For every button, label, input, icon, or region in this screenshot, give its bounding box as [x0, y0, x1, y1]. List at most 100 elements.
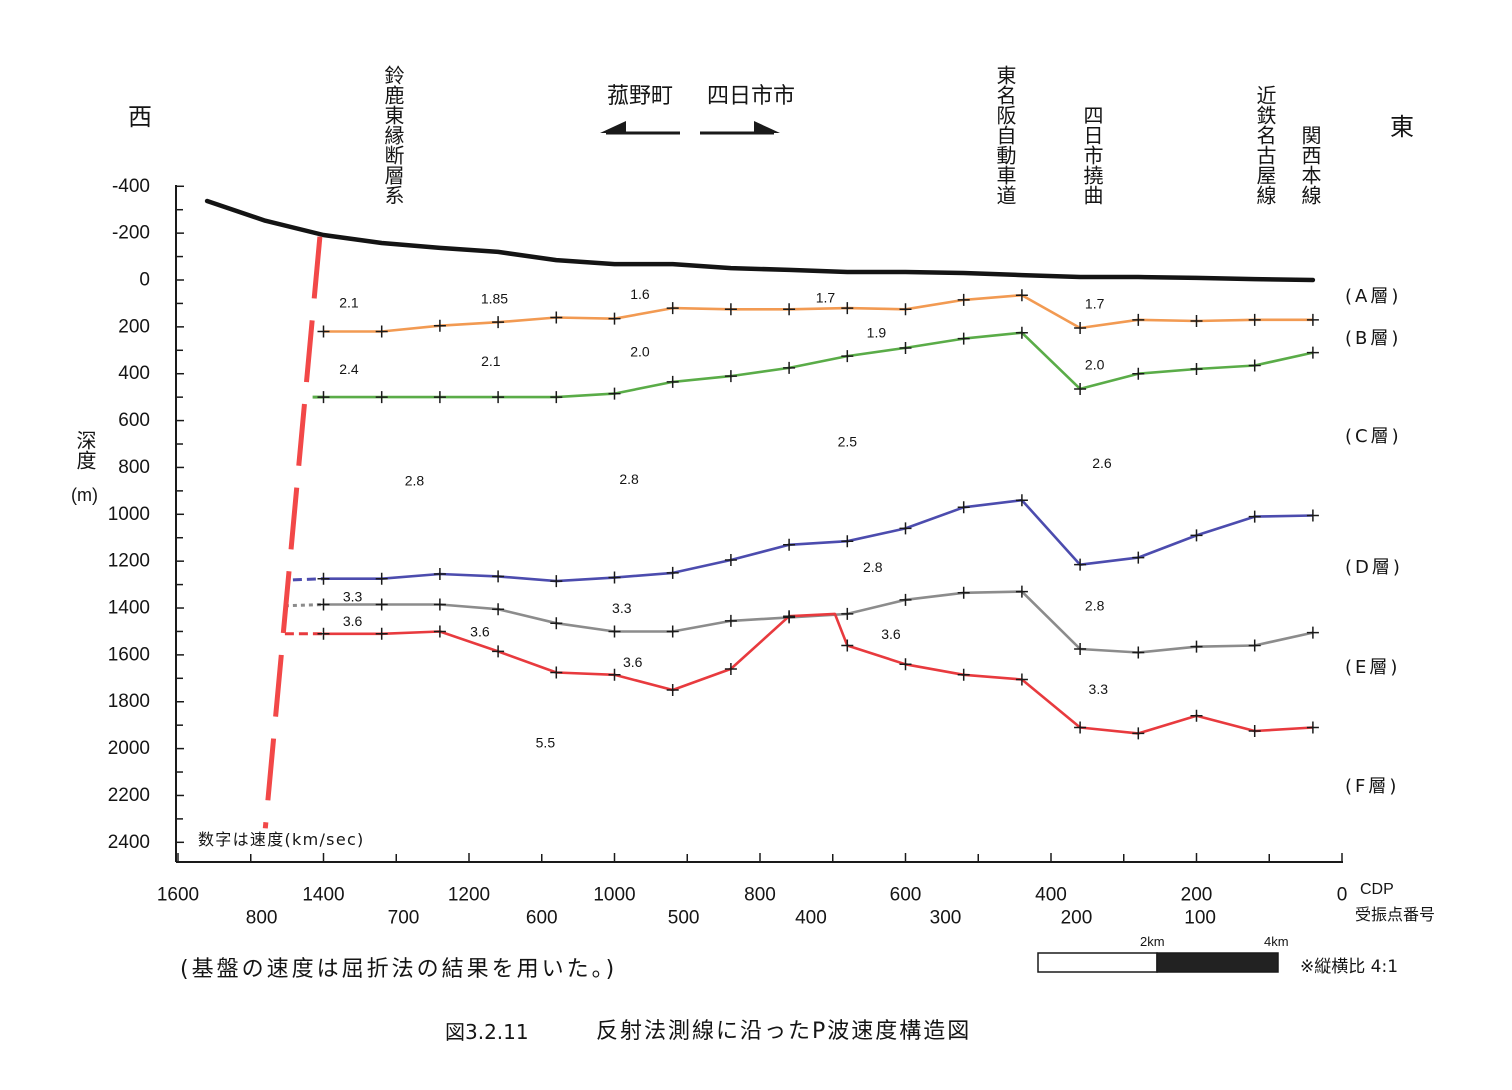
y-tick-label: 1600: [108, 644, 150, 665]
plus-marker: [1248, 510, 1261, 523]
plus-marker: [899, 658, 912, 671]
velocity-label: 1.7: [816, 290, 836, 306]
figure-number: 図3.2.11: [445, 1020, 529, 1044]
y-tick-label: 0: [139, 270, 150, 291]
plus-marker: [899, 593, 912, 606]
y-tick-label: 1400: [108, 598, 150, 619]
y-tick-label: 1800: [108, 691, 150, 712]
scale-bar-2km-label: 2km: [1140, 934, 1165, 949]
plus-marker: [783, 610, 796, 623]
plus-marker: [724, 303, 737, 316]
plus-marker: [317, 391, 330, 404]
plus-marker: [1190, 640, 1203, 653]
x-tick-label: 1400: [302, 885, 344, 906]
flexure-label: 四日市撓曲: [1080, 105, 1104, 205]
y-tick-label: 2000: [108, 738, 150, 759]
plus-marker: [1074, 322, 1087, 335]
plus-marker: [1248, 359, 1261, 372]
kansai-line-label: 関西本線: [1298, 125, 1322, 205]
y-tick-label: -200: [112, 223, 150, 244]
plus-marker: [375, 391, 388, 404]
plus-marker: [433, 598, 446, 611]
x2-tick-label: 300: [930, 908, 962, 929]
plus-marker: [1015, 289, 1028, 302]
plus-marker: [841, 607, 854, 620]
basement-velocity-note: (基盤の速度は屈折法の結果を用いた。): [180, 957, 618, 982]
x2-tick-label: 800: [246, 908, 278, 929]
aspect-ratio-note: ※縦横比 4:1: [1300, 957, 1399, 977]
plus-marker: [550, 391, 563, 404]
plus-marker: [783, 303, 796, 316]
plus-marker: [375, 627, 388, 640]
velocity-label: 2.8: [405, 472, 425, 488]
x-tick-label: 200: [1181, 885, 1213, 906]
plus-marker: [957, 332, 970, 345]
figure-caption: 反射法測線に沿ったP波速度構造図: [596, 1019, 972, 1044]
plus-marker: [841, 350, 854, 363]
velocity-label: 1.85: [481, 291, 508, 307]
y-tick-label: 2200: [108, 785, 150, 806]
layer-label-d: (D層): [1345, 557, 1403, 578]
plus-marker: [957, 586, 970, 599]
plus-marker: [666, 566, 679, 579]
x2-tick-label: 700: [388, 908, 420, 929]
velocity-labels: 2.1 1.85 1.6 1.7 1.7 1.9 2.4 2.1 2.0 2.0 2.5 2.8 2.8…: [339, 286, 1112, 751]
velocity-label: 2.8: [863, 559, 883, 575]
fault-line: [262, 236, 323, 829]
plus-marker: [1015, 585, 1028, 598]
plus-marker: [1306, 346, 1319, 359]
plus-marker: [492, 391, 505, 404]
plus-marker: [317, 325, 330, 338]
y-axis-title: 深度: [73, 430, 97, 470]
plus-marker: [783, 361, 796, 374]
x-tick-label: 800: [744, 885, 776, 906]
boundary-lead-in-4: [284, 603, 324, 608]
plus-marker: [375, 325, 388, 338]
plus-marker: [608, 668, 621, 681]
x2-tick-label: 200: [1061, 908, 1093, 929]
point-markers: [317, 289, 1319, 740]
plus-marker: [1074, 721, 1087, 734]
x2-axis-title: 受振点番号: [1355, 905, 1436, 924]
plus-marker: [1074, 558, 1087, 571]
velocity-label: 3.6: [623, 654, 643, 670]
plus-marker: [317, 598, 330, 611]
velocity-label: 1.6: [630, 286, 650, 302]
plus-marker: [1015, 494, 1028, 507]
x-tick-label: 1200: [448, 885, 490, 906]
boundary-line-2: [323, 331, 1314, 399]
plus-marker: [1132, 646, 1145, 659]
plus-marker: [608, 625, 621, 638]
boundary-line-3: [323, 498, 1313, 583]
x2-tick-label: 400: [795, 908, 827, 929]
x-tick-label: 0: [1337, 885, 1348, 906]
layer-label-a: (A層): [1345, 286, 1402, 307]
layer-label-c: (C層): [1345, 426, 1402, 447]
plus-marker: [1015, 673, 1028, 686]
layer-label-f: (F層): [1345, 776, 1400, 797]
plus-marker: [899, 522, 912, 535]
fault-system-label: 鈴鹿東縁断層系: [381, 65, 405, 205]
plus-marker: [1306, 626, 1319, 639]
expressway-label: 東名阪自動車道: [993, 65, 1017, 205]
velocity-label: 2.1: [339, 294, 359, 310]
velocity-label: 3.3: [1089, 681, 1109, 697]
y-tick-label: 2400: [108, 832, 150, 853]
velocity-label: 2.1: [481, 353, 501, 369]
velocity-label: 3.6: [343, 613, 363, 629]
x-axis-title: CDP: [1360, 881, 1394, 898]
x-tick-label: 400: [1035, 885, 1067, 906]
scale-bar-white-segment: [1037, 952, 1158, 973]
plus-marker: [666, 302, 679, 315]
x2-tick-label: 600: [526, 908, 558, 929]
plus-marker: [1074, 382, 1087, 395]
velocity-label: 5.5: [536, 735, 556, 751]
axis-tick-labels: -400-20002004006008001000120014001600180…: [108, 176, 1348, 929]
plus-marker: [608, 312, 621, 325]
plus-marker: [492, 603, 505, 616]
y-tick-label: 800: [118, 457, 150, 478]
y-tick-label: 1000: [108, 504, 150, 525]
plus-marker: [375, 572, 388, 585]
plus-marker: [957, 668, 970, 681]
